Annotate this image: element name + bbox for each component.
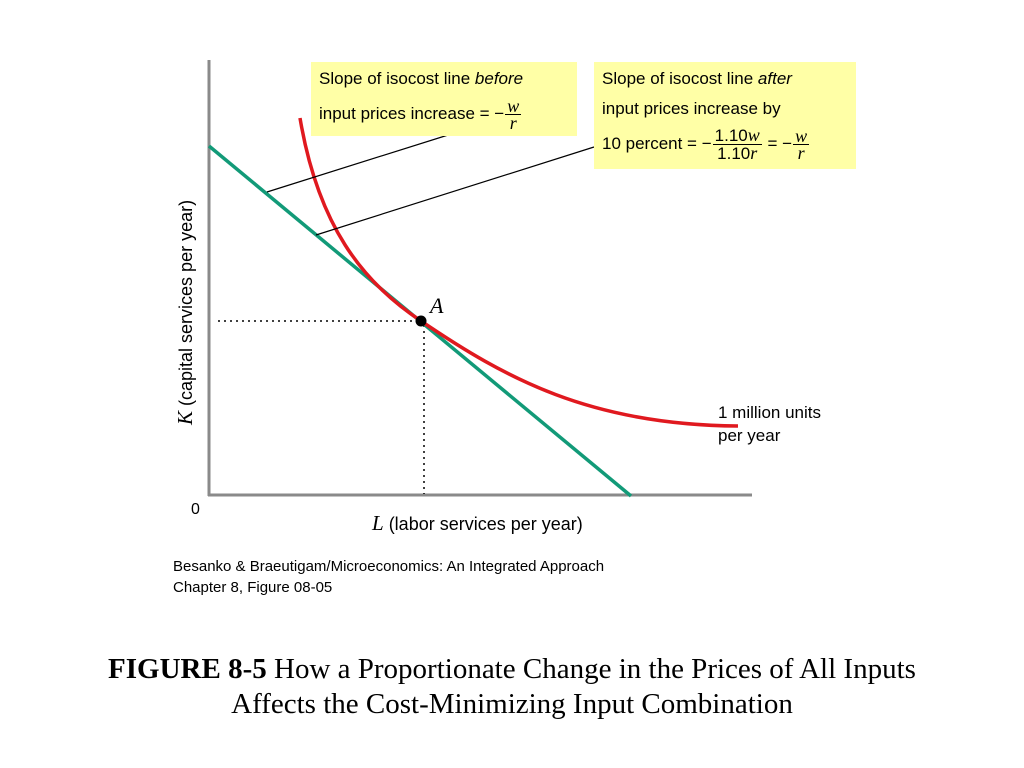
isoquant-label-line2: per year — [718, 426, 781, 445]
isoquant-label-line1: 1 million units — [718, 403, 821, 422]
figure-caption-line1: FIGURE 8-5 How a Proportionate Change in… — [108, 653, 916, 685]
figure-caption-line2: Affects the Cost-Minimizing Input Combin… — [231, 688, 793, 720]
y-axis-description: (capital services per year) — [176, 200, 196, 411]
callout-before-line2: input prices increase = − w r — [319, 96, 522, 134]
y-axis-title: K (capital services per year) — [173, 200, 197, 426]
callout-slope-before: Slope of isocost line before input price… — [311, 62, 577, 136]
point-a-marker — [415, 315, 427, 327]
callout-after-emphasis: after — [757, 69, 792, 88]
callout-before-emphasis: before — [474, 69, 524, 88]
leader-line-after — [315, 146, 595, 236]
x-axis-title: L (labor services per year) — [371, 511, 583, 535]
figure-caption: FIGURE 8-5 How a Proportionate Change in… — [0, 652, 1024, 722]
fraction-scaled-w-over-r: 1.10w 1.10r — [712, 125, 762, 164]
isoquant-curve — [298, 117, 739, 428]
callout-after-line2: input prices increase by — [602, 99, 781, 118]
figure-number: FIGURE 8-5 — [108, 653, 267, 685]
callout-slope-after: Slope of isocost line after input prices… — [594, 62, 856, 169]
y-axis-variable: K — [173, 410, 197, 426]
source-credit: Besanko & Braeutigam/Microeconomics: An … — [173, 556, 604, 598]
callout-after-line1: Slope of isocost line after — [602, 69, 792, 88]
x-axis-description: (labor services per year) — [384, 514, 583, 534]
origin-label: 0 — [191, 501, 200, 518]
callout-after-line3: 10 percent = −1.10w 1.10r = − w r — [602, 125, 810, 164]
x-axis-variable: L — [371, 511, 384, 535]
source-credit-line1: Besanko & Braeutigam/Microeconomics: An … — [173, 558, 605, 575]
source-credit-line2: Chapter 8, Figure 08-05 — [173, 579, 333, 596]
callout-before-line1: Slope of isocost line before — [319, 69, 524, 88]
point-a-label: A — [428, 293, 444, 318]
isoquant-label: 1 million units per year — [718, 403, 826, 445]
leader-line-before — [266, 129, 465, 193]
